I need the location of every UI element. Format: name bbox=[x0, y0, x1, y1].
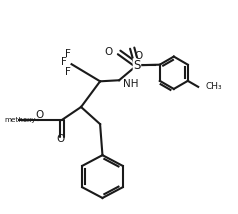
Text: CH₃: CH₃ bbox=[205, 82, 222, 91]
Text: NH: NH bbox=[123, 79, 139, 89]
Text: methoxy: methoxy bbox=[5, 117, 36, 123]
Text: O: O bbox=[134, 51, 142, 61]
Text: O: O bbox=[56, 134, 64, 144]
Text: F: F bbox=[65, 67, 70, 77]
Text: S: S bbox=[133, 59, 141, 72]
Text: F: F bbox=[65, 49, 70, 59]
Text: F: F bbox=[61, 57, 66, 67]
Text: O: O bbox=[105, 48, 113, 57]
Text: O: O bbox=[35, 110, 43, 120]
